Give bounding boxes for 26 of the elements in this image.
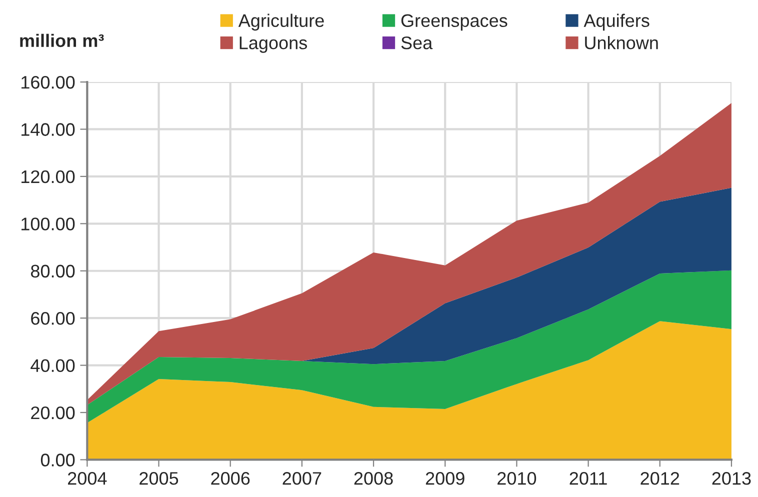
y-tick-label: 20.00: [31, 406, 75, 420]
y-tick-label: 120.00: [22, 170, 75, 184]
legend-label: Greenspaces: [401, 14, 508, 31]
x-tick-label: 2013: [712, 472, 751, 485]
x-tick-label: 2008: [354, 472, 393, 485]
y-tick-label: 0.00: [40, 454, 75, 466]
legend-label: Agriculture: [238, 14, 324, 31]
x-tick-label: 2011: [570, 472, 607, 485]
y-tick-label: 140.00: [22, 123, 75, 136]
y-tick-label: 60.00: [31, 312, 75, 325]
y-tick-label: 100.00: [22, 218, 75, 230]
x-tick-label: 2007: [282, 472, 322, 485]
legend-label: Unknown: [585, 36, 658, 50]
legend-label: Sea: [401, 36, 433, 50]
x-tick-label: 2005: [140, 472, 178, 485]
x-tick-label: 2006: [211, 472, 250, 485]
legend-label: Lagoons: [240, 36, 307, 53]
x-tick-label: 2009: [426, 472, 464, 485]
y-axis-title: million m³: [20, 34, 104, 48]
x-tick-label: 2004: [68, 472, 107, 485]
x-tick-label: 2012: [640, 472, 680, 485]
legend-label: Aquifers: [584, 14, 650, 31]
x-tick-label: 2010: [498, 472, 536, 485]
y-tick-label: 160.00: [22, 76, 75, 89]
y-tick-label: 80.00: [30, 264, 75, 278]
y-tick-label: 40.00: [30, 359, 75, 372]
